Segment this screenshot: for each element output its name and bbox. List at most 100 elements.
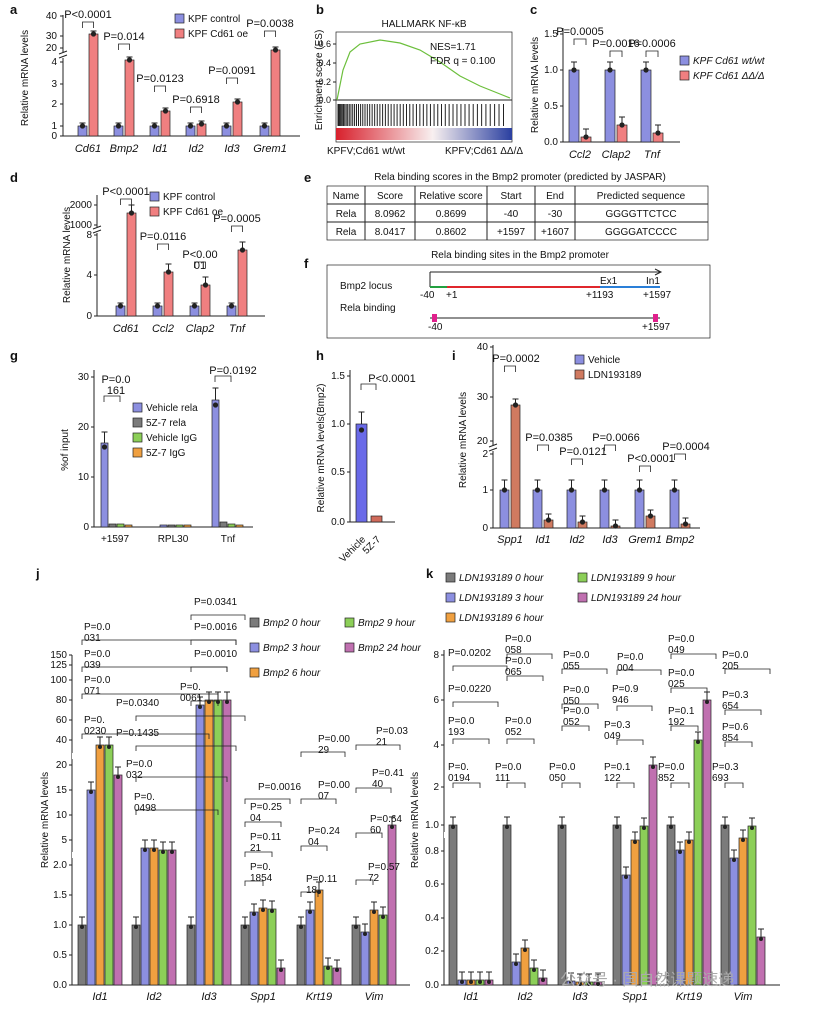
panel-j-bracket [300, 891, 319, 897]
panel-h-ytick-label: 0.0 [331, 517, 345, 528]
panel-a-point [272, 47, 279, 53]
panel-i-label: i [452, 348, 456, 363]
panel-k-pvalue: 052 [505, 727, 522, 738]
panel-i-pvalue: P=0.0385 [525, 432, 572, 444]
panel-i-bar-vehicle [634, 489, 645, 529]
panel-f-pos: +1193 [586, 290, 614, 301]
panel-j-point [89, 790, 93, 794]
panel-e-cell: +1607 [541, 227, 570, 238]
panel-e-header: Relative score [419, 191, 483, 202]
panel-d-ytick-label: 0 [86, 311, 92, 322]
panel-g-bar [175, 524, 184, 528]
panel-j-legend-2-swatch [249, 667, 260, 678]
panel-i-ytick-label: 0 [482, 523, 488, 534]
panel-k-bracket [616, 782, 635, 788]
panel-j-pvalue: 29 [318, 745, 330, 756]
panel-g-point [212, 402, 219, 408]
panel-i-bracket [604, 444, 616, 451]
panel-i-pvalue: P<0.0001 [627, 453, 674, 465]
panel-c-label: c [530, 2, 537, 17]
panel-a-point [223, 123, 230, 129]
panel-g-legend-3-swatch [132, 447, 143, 458]
panel-i-ytick-label: 1 [482, 485, 488, 496]
panel-j-bar [305, 909, 315, 986]
panel-a-label: a [10, 2, 18, 17]
panel-j-pvalue: P=0.00 [318, 734, 350, 745]
panel-i-ylabel: Relative mRNA levels [458, 392, 469, 488]
panel-j-bracket [355, 744, 401, 750]
panel-d-pvalue: P<0.00 [182, 249, 217, 261]
panel-k-pvalue: 004 [617, 663, 634, 674]
panel-d-axis-break [92, 225, 102, 230]
panel-k-ytick-label: 0.0 [425, 980, 439, 991]
panel-h-label: h [316, 348, 324, 363]
panel-b-ytick-label: 0.6 [318, 39, 331, 49]
panel-j-point [381, 915, 385, 919]
panel-k-pvalue: 205 [722, 661, 739, 672]
panel-k-bar [702, 699, 712, 986]
panel-b-ytick-label: 0.2 [318, 77, 331, 87]
panel-a-bracket [264, 30, 276, 37]
panel-k-point [615, 825, 619, 829]
panel-g-pvalue: P=0.0 [101, 374, 130, 386]
panel-k-gene-label: Krt19 [676, 991, 702, 1003]
panel-j-gene-label: Vim [365, 991, 384, 1003]
panel-k-pvalue: 050 [549, 773, 566, 784]
panel-d-label: d [10, 170, 18, 185]
panel-j-legend-3-label: Bmp2 9 hour [358, 618, 416, 629]
panel-a-axis-break [58, 54, 68, 59]
panel-c-bracket [573, 38, 587, 45]
panel-j-point [372, 910, 376, 914]
panel-k-point [687, 840, 691, 844]
panel-k-pvalue: P=0.0 [505, 634, 532, 645]
panel-j-pvalue: P=0.0016 [258, 782, 302, 793]
panel-i-point [612, 523, 619, 529]
panel-e-label: e [304, 170, 311, 185]
panel-k-pvalue: 050 [563, 696, 580, 707]
panel-j-bracket [300, 845, 328, 851]
panel-a-bracket [118, 43, 130, 50]
panel-j-pvalue: P=0.64 [370, 814, 402, 825]
panel-j-gene-label: Spp1 [250, 991, 276, 1003]
panel-d-point [165, 269, 172, 275]
panel-k-point [523, 948, 527, 952]
panel-k-pvalue: P=0.0 [668, 668, 695, 679]
panel-g-ytick-label: 0 [83, 522, 89, 533]
panel-j-legend-0-label: Bmp2 0 hour [263, 618, 321, 629]
panel-k-axis-break-gap [444, 832, 780, 838]
panel-j-pvalue: 0230 [84, 726, 107, 737]
panel-i-point [671, 487, 678, 493]
panel-j-gene-label: Id1 [92, 991, 107, 1003]
panel-i-bracket [504, 365, 516, 372]
panel-e-cell: 8.0962 [375, 209, 406, 220]
panel-j-pvalue: 0498 [134, 803, 157, 814]
panel-k-bar [639, 825, 649, 986]
panel-f-pos: +1597 [642, 322, 671, 333]
panel-k-gene-label: Id3 [572, 991, 588, 1003]
panel-j-bar [158, 849, 168, 986]
panel-k-bracket [724, 668, 771, 674]
panel-k-point [669, 825, 673, 829]
panel-j-bracket [355, 787, 392, 793]
panel-j-pvalue: P=0.0 [84, 675, 111, 686]
panel-k-point [596, 982, 600, 986]
panel-c-bracket [645, 50, 659, 57]
panel-a-ytick-label: 30 [46, 31, 58, 42]
panel-j-bracket [190, 700, 219, 706]
panel-e-title: Rela binding scores in the Bmp2 promoter… [374, 172, 666, 183]
panel-j-pvalue: 07 [318, 791, 330, 802]
panel-a-gene-label: Id3 [224, 143, 240, 155]
panel-a-ytick-label: 2 [51, 99, 57, 110]
panel-i-bracket [674, 453, 686, 460]
panel-j-bar [314, 889, 324, 986]
panel-i-axis-break [488, 443, 498, 448]
panel-k-legend-3-label: LDN193189 9 hour [591, 573, 676, 584]
panel-a-legend-control-label: KPF control [188, 14, 240, 25]
panel-k-bar [612, 824, 622, 986]
panel-h-bar-5z7 [370, 515, 383, 523]
panel-f-pos: -40 [420, 290, 435, 301]
panel-i-bar-vehicle [669, 489, 680, 529]
panel-k-bracket [561, 703, 599, 709]
panel-i-pvalue: P=0.0004 [662, 441, 709, 453]
panel-c-point [619, 122, 625, 128]
